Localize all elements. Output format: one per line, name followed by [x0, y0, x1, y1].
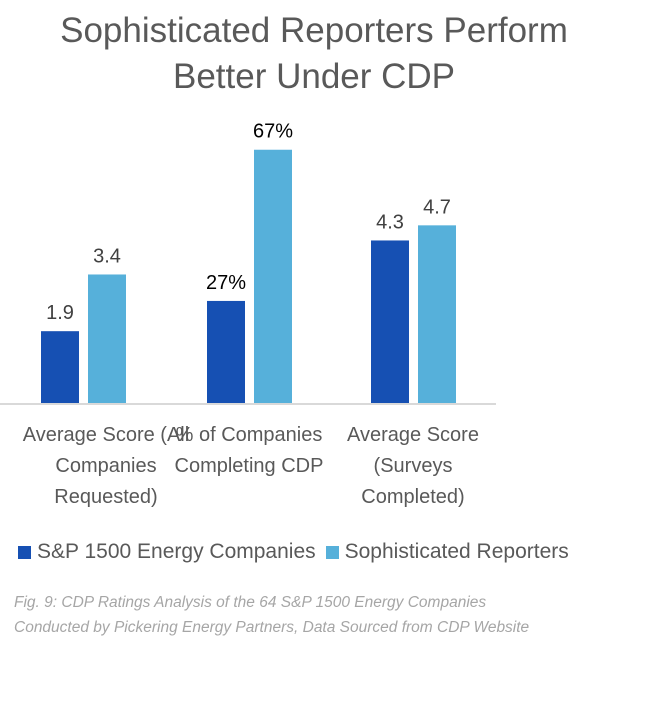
data-label-sp1500-2: 27% [206, 272, 246, 294]
bar-chart-plot: 1.9 3.4 27% 67% 4.3 4.7 [0, 121, 496, 405]
category-label-1-line-3: Requested) [54, 486, 158, 508]
legend-label-sophisticated: Sophisticated Reporters [344, 540, 569, 563]
bar-sp1500-2 [207, 300, 245, 403]
chart-title-line-1: Sophisticated Reporters Perform [60, 11, 568, 50]
legend-item-sp1500: S&P 1500 Energy Companies [18, 540, 316, 564]
category-label-2-line-1: % of Companies [175, 424, 323, 446]
bar-sophisticated-1 [88, 274, 126, 403]
data-label-sophisticated-2: 67% [253, 121, 293, 143]
category-label-3: Average Score (Surveys Completed) [313, 420, 513, 513]
category-label-1-line-1: Average Score (All [22, 424, 190, 446]
data-label-sp1500-1: 1.9 [46, 302, 74, 324]
chart-title-line-2: Better Under CDP [172, 57, 456, 96]
category-label-2-line-2: Completing CDP [174, 455, 324, 477]
legend: S&P 1500 Energy Companies Sophisticated … [18, 540, 579, 564]
category-label-1: Average Score (All Companies Requested) [6, 420, 206, 513]
data-label-sophisticated-1: 3.4 [93, 245, 121, 267]
legend-swatch-sp1500 [18, 545, 31, 559]
legend-label-sp1500: S&P 1500 Energy Companies [37, 540, 316, 563]
chart-title: Sophisticated Reporters Perform Better U… [0, 8, 628, 100]
category-label-2: % of Companies Completing CDP [149, 420, 349, 482]
bar-sophisticated-2 [254, 149, 292, 403]
figure-caption-line-2: Conducted by Pickering Energy Partners, … [14, 619, 530, 636]
category-label-3-line-2: (Surveys [373, 455, 453, 477]
data-label-sophisticated-3: 4.7 [423, 196, 451, 218]
legend-swatch-sophisticated [325, 545, 339, 559]
figure-caption-line-1: Fig. 9: CDP Ratings Analysis of the 64 S… [14, 594, 487, 611]
data-label-sp1500-3: 4.3 [376, 211, 404, 233]
legend-item-sophisticated: Sophisticated Reporters [325, 540, 569, 564]
category-label-1-line-2: Companies [55, 455, 157, 477]
bar-sophisticated-3 [418, 225, 456, 403]
category-label-3-line-3: Completed) [361, 486, 465, 508]
bar-sp1500-1 [41, 331, 79, 403]
bar-sp1500-3 [371, 240, 409, 403]
figure-caption: Fig. 9: CDP Ratings Analysis of the 64 S… [14, 590, 529, 640]
category-label-3-line-1: Average Score [347, 424, 479, 446]
